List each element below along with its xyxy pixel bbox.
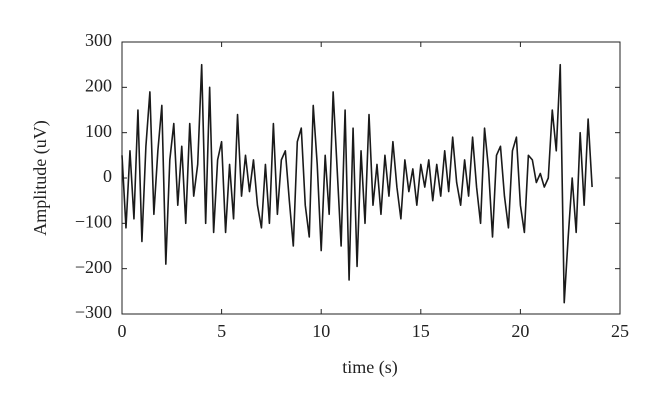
x-tick-label: 20 — [511, 321, 529, 341]
x-tick-label: 15 — [412, 321, 430, 341]
x-tick-label: 10 — [312, 321, 330, 341]
y-tick-label: −100 — [75, 211, 112, 231]
y-tick-label: 0 — [103, 166, 112, 186]
x-tick-label: 5 — [217, 321, 226, 341]
x-tick-label: 0 — [118, 321, 127, 341]
y-tick-label: 200 — [85, 75, 112, 95]
y-tick-label: 100 — [85, 121, 112, 141]
x-tick-label: 25 — [611, 321, 629, 341]
y-axis-label: Amplitude (uV) — [30, 120, 51, 235]
data-line — [121, 63, 593, 304]
y-tick-label: 300 — [85, 30, 112, 50]
y-tick-label: −300 — [75, 302, 112, 322]
y-tick-label: −200 — [75, 257, 112, 277]
x-axis-label: time (s) — [342, 357, 398, 378]
